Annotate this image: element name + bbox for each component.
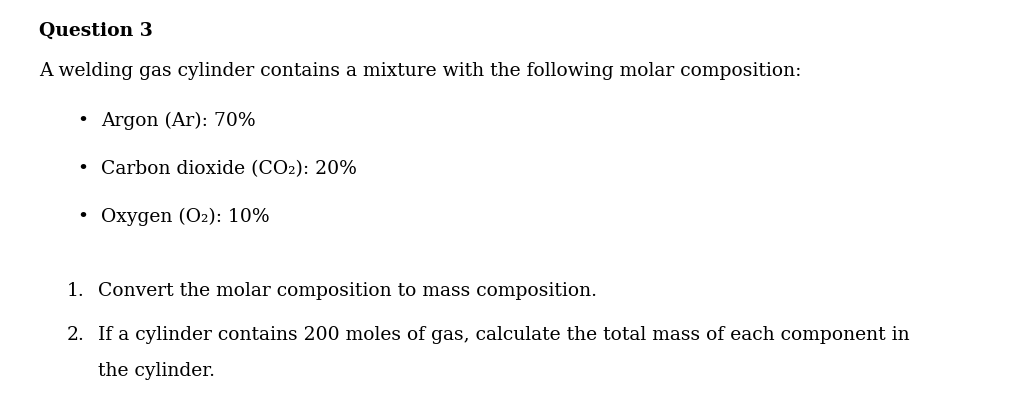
Text: Oxygen (O₂): 10%: Oxygen (O₂): 10%: [101, 208, 270, 226]
Text: If a cylinder contains 200 moles of gas, calculate the total mass of each compon: If a cylinder contains 200 moles of gas,…: [98, 326, 909, 344]
Text: 1.: 1.: [67, 282, 84, 300]
Text: Carbon dioxide (CO₂): 20%: Carbon dioxide (CO₂): 20%: [101, 160, 356, 178]
Text: Question 3: Question 3: [39, 22, 153, 40]
Text: Convert the molar composition to mass composition.: Convert the molar composition to mass co…: [98, 282, 596, 300]
Text: •: •: [77, 112, 89, 130]
Text: 2.: 2.: [67, 326, 84, 344]
Text: Argon (Ar): 70%: Argon (Ar): 70%: [101, 112, 255, 130]
Text: •: •: [77, 208, 89, 226]
Text: the cylinder.: the cylinder.: [98, 362, 215, 380]
Text: A welding gas cylinder contains a mixture with the following molar composition:: A welding gas cylinder contains a mixtur…: [39, 62, 801, 80]
Text: •: •: [77, 160, 89, 178]
